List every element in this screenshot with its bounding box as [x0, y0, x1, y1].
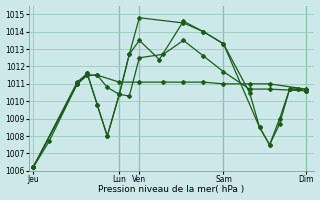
X-axis label: Pression niveau de la mer( hPa ): Pression niveau de la mer( hPa ) — [98, 185, 244, 194]
